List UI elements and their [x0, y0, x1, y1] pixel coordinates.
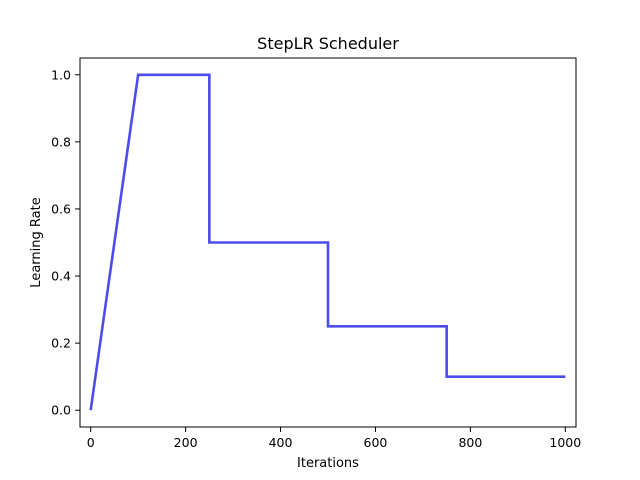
x-tick-label: 800: [458, 435, 482, 450]
x-axis: 0 200 400 600 800 1000: [87, 427, 581, 450]
y-tick-label: 1.0: [51, 67, 71, 82]
y-tick-label: 0.0: [51, 403, 71, 418]
x-tick-label: 600: [364, 435, 388, 450]
y-axis-label: Learning Rate: [29, 197, 44, 287]
x-tick-label: 1000: [549, 435, 581, 450]
x-tick-label: 0: [87, 435, 95, 450]
y-tick-label: 0.4: [51, 269, 71, 284]
x-tick-label: 400: [269, 435, 293, 450]
plot-frame: [79, 57, 577, 428]
x-axis-label: Iterations: [297, 456, 359, 471]
chart-title: StepLR Scheduler: [257, 34, 399, 53]
y-tick-label: 0.6: [51, 201, 71, 216]
y-axis: 0.0 0.2 0.4 0.6 0.8 1.0: [51, 67, 80, 418]
x-tick-label: 200: [174, 435, 198, 450]
y-tick-label: 0.2: [51, 336, 71, 351]
plot-area: [89, 73, 566, 411]
y-tick-label: 0.8: [51, 134, 71, 149]
series-line-0: [89, 73, 566, 411]
